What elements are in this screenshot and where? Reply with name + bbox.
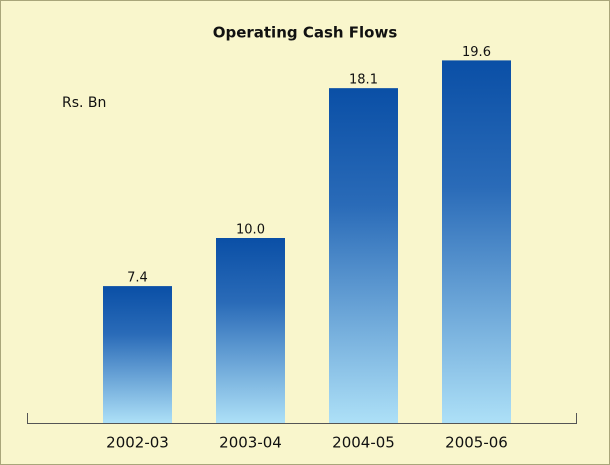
value-label: 18.1	[349, 73, 378, 88]
unit-label: Rs. Bn	[62, 95, 106, 111]
bar	[216, 238, 285, 423]
x-tick-label: 2002-03	[106, 434, 169, 452]
x-tick-label: 2004-05	[332, 434, 395, 452]
value-label: 7.4	[127, 271, 148, 286]
value-label: 19.6	[462, 45, 491, 60]
value-label: 10.0	[236, 223, 265, 238]
x-tick-label: 2005-06	[445, 434, 508, 452]
bar	[329, 88, 398, 424]
x-tick-label: 2003-04	[219, 434, 282, 452]
chart-title: Operating Cash Flows	[213, 24, 398, 42]
axis	[27, 413, 577, 424]
bar	[103, 286, 172, 423]
bar	[442, 60, 511, 424]
